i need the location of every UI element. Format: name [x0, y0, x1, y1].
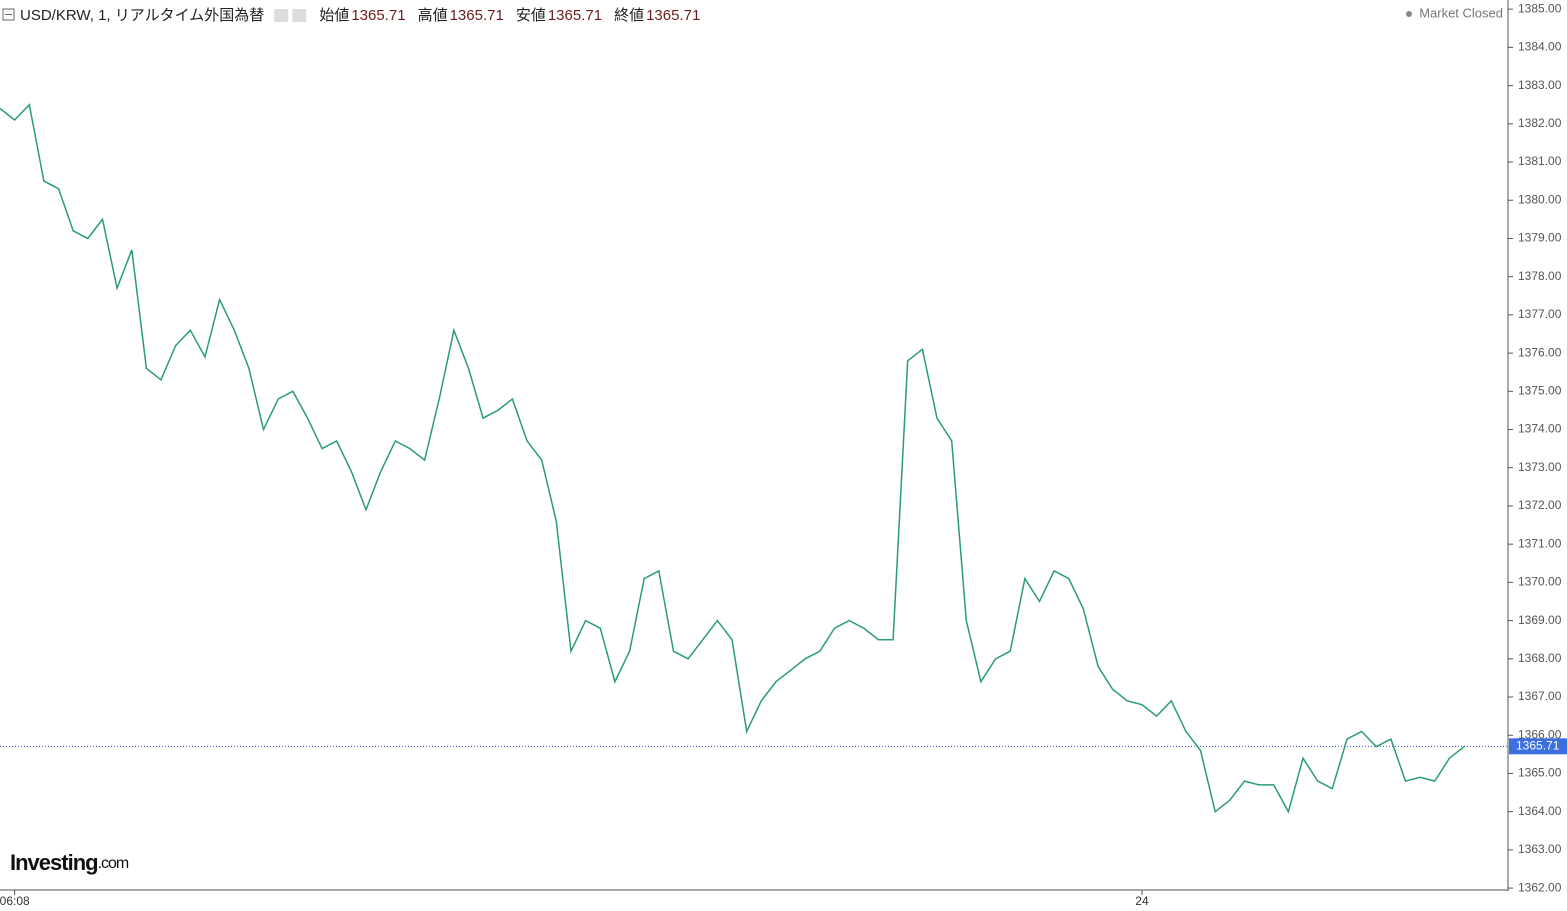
brand-suffix: .com — [98, 855, 129, 872]
settings-icon[interactable] — [274, 9, 289, 22]
x-tick-label: 24 — [1135, 894, 1149, 908]
y-tick-label: 1374.00 — [1518, 422, 1562, 436]
y-tick-label: 1372.00 — [1518, 498, 1562, 512]
ohlc-value: 1365.71 — [646, 7, 700, 24]
y-tick-label: 1384.00 — [1518, 40, 1562, 54]
ohlc-legend: 始値 1365.71 高値 1365.71 安値 1365.71 終値 1365.71 — [319, 7, 700, 24]
y-tick-label: 1367.00 — [1518, 689, 1562, 703]
y-tick-label: 1368.00 — [1518, 651, 1562, 665]
settings-icon[interactable] — [292, 9, 307, 22]
y-tick-label: 1369.00 — [1518, 613, 1562, 627]
y-tick-label: 1362.00 — [1518, 880, 1562, 894]
ohlc-value: 1365.71 — [450, 7, 504, 24]
y-tick-label: 1380.00 — [1518, 192, 1562, 206]
ohlc-value: 1365.71 — [351, 7, 405, 24]
ohlc-label: 高値 — [418, 7, 448, 24]
y-tick-label: 1383.00 — [1518, 78, 1562, 92]
ohlc-value: 1365.71 — [548, 7, 602, 24]
y-tick-label: 1379.00 — [1518, 231, 1562, 245]
y-tick-label: 1378.00 — [1518, 269, 1562, 283]
current-price-box — [1509, 738, 1567, 755]
current-price-label: 1365.71 — [1516, 738, 1560, 752]
x-tick-label: 06:08 — [0, 894, 30, 908]
price-line — [0, 103, 1465, 814]
y-tick-label: 1370.00 — [1518, 575, 1562, 589]
status-dot — [1406, 11, 1412, 17]
y-tick-label: 1385.00 — [1518, 1, 1562, 15]
y-tick-label: 1365.00 — [1518, 766, 1562, 780]
y-tick-label: 1363.00 — [1518, 842, 1562, 856]
y-tick-label: 1377.00 — [1518, 307, 1562, 321]
chart-title: USD/KRW, 1, リアルタイム外国為替 — [20, 7, 264, 24]
y-tick-label: 1381.00 — [1518, 154, 1562, 168]
y-tick-label: 1375.00 — [1518, 383, 1562, 397]
ohlc-label: 始値 — [319, 7, 349, 24]
y-tick-label: 1382.00 — [1518, 116, 1562, 130]
y-tick-label: 1373.00 — [1518, 460, 1562, 474]
brand-name: Investing — [10, 850, 98, 875]
y-tick-label: 1376.00 — [1518, 345, 1562, 359]
y-tick-label: 1371.00 — [1518, 536, 1562, 550]
y-tick-label: 1364.00 — [1518, 804, 1562, 818]
brand-logo: Investing.com — [10, 850, 129, 875]
collapse-icon[interactable] — [2, 8, 15, 21]
ohlc-label: 安値 — [516, 7, 546, 24]
ohlc-label: 終値 — [614, 7, 644, 24]
market-status: Market Closed — [1419, 5, 1503, 20]
y-tick-label: 1366.00 — [1518, 727, 1562, 741]
